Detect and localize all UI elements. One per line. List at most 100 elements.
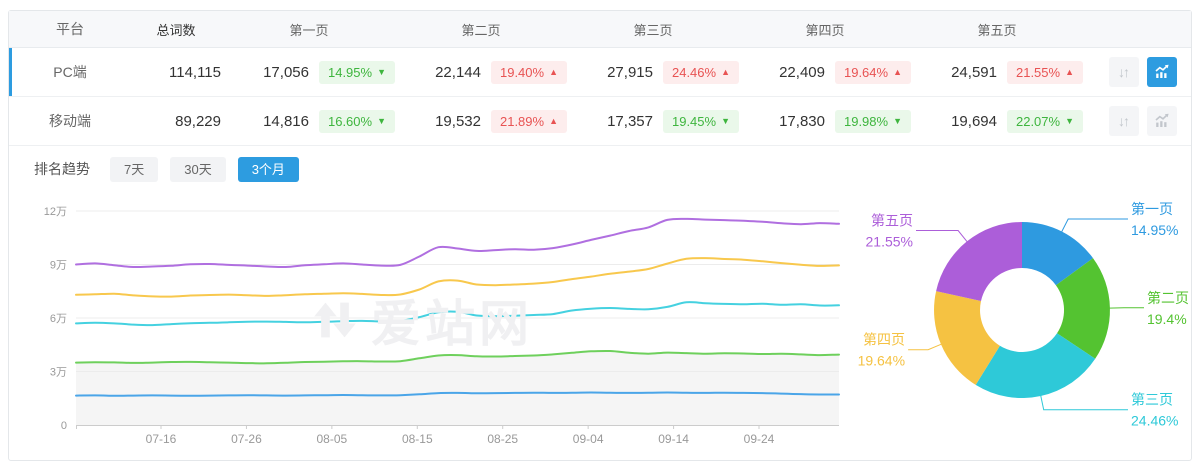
page-count: 22,144 <box>435 63 481 81</box>
col-header-platform: 平台 <box>56 21 84 37</box>
trend-arrow-icon: ▲ <box>893 66 902 77</box>
rank-trend-line-chart[interactable]: 0 3万 6万 9万 12万 07-16 07-26 08-05 08-15 08-25 09-04… <box>9 192 849 458</box>
trend-arrow-icon: ▲ <box>549 66 558 77</box>
change-pct: 24.46% <box>671 64 717 80</box>
sort-button[interactable]: ↓↑ <box>1109 106 1139 136</box>
svg-text:第二页: 第二页 <box>1147 290 1189 306</box>
change-pct: 19.40% <box>499 64 545 80</box>
tab-30days[interactable]: 30天 <box>170 156 226 182</box>
page-count: 27,915 <box>607 63 653 81</box>
col-header-total: 总词数 <box>156 22 196 38</box>
svg-text:6万: 6万 <box>50 313 67 325</box>
platform-label: 移动端 <box>49 113 91 129</box>
change-badge: 19.40% ▲ <box>490 60 567 84</box>
svg-text:08-05: 08-05 <box>317 432 348 446</box>
page5-cell: 19,694 22.07% ▼ <box>911 109 1083 133</box>
page-count: 19,532 <box>435 112 481 130</box>
page2-cell: 19,532 21.89% ▲ <box>395 109 567 133</box>
col-header-page1: 第一页 <box>289 22 329 38</box>
change-badge: 19.45% ▼ <box>662 109 739 133</box>
page1-cell: 14,816 16.60% ▼ <box>223 109 395 133</box>
page-count: 24,591 <box>951 63 997 81</box>
change-pct: 19.64% <box>843 64 889 80</box>
line-chart-icon <box>1155 113 1169 127</box>
trend-arrow-icon: ▼ <box>721 115 730 126</box>
page3-cell: 27,915 24.46% ▲ <box>567 60 739 84</box>
trend-arrow-icon: ▲ <box>721 66 730 77</box>
table-row-mobile[interactable]: 移动端 89,229 14,816 16.60% ▼ 19,532 21.89% ▲… <box>9 97 1191 146</box>
change-pct: 19.98% <box>843 113 889 129</box>
page1-cell: 17,056 14.95% ▼ <box>223 60 395 84</box>
svg-text:19.64%: 19.64% <box>858 353 905 369</box>
platform-label: PC端 <box>53 64 87 80</box>
change-pct: 16.60% <box>327 113 373 129</box>
trend-controls: 排名趋势 7天 30天 3个月 <box>9 146 1191 192</box>
tab-7days[interactable]: 7天 <box>110 156 159 182</box>
page-count: 14,816 <box>263 112 309 130</box>
trend-arrow-icon: ▼ <box>377 66 386 77</box>
table-row-pc[interactable]: PC端 114,115 17,056 14.95% ▼ 22,144 19.40%… <box>9 48 1191 97</box>
svg-text:24.46%: 24.46% <box>1131 413 1178 429</box>
page3-cell: 17,357 19.45% ▼ <box>567 109 739 133</box>
page5-cell: 24,591 21.55% ▲ <box>911 60 1083 84</box>
charts-section: 0 3万 6万 9万 12万 07-16 07-26 08-05 08-15 08-25 09-04… <box>9 192 1191 458</box>
trend-chart-button[interactable] <box>1147 57 1177 87</box>
page2-cell: 22,144 19.40% ▲ <box>395 60 567 84</box>
svg-text:3万: 3万 <box>50 367 67 379</box>
trend-arrow-icon: ▲ <box>1065 66 1074 77</box>
keyword-rank-panel: 平台 总词数 第一页 第二页 第三页 第四页 第五页 PC端 114,115 1… <box>8 10 1192 461</box>
page-count: 17,830 <box>779 112 825 130</box>
tab-3months[interactable]: 3个月 <box>237 156 299 182</box>
line-chart-icon <box>1155 64 1169 78</box>
change-badge: 14.95% ▼ <box>318 60 395 84</box>
svg-text:9万: 9万 <box>50 260 67 272</box>
sort-button[interactable]: ↓↑ <box>1109 57 1139 87</box>
change-badge: 21.55% ▲ <box>1006 60 1083 84</box>
col-header-page4: 第四页 <box>805 22 845 38</box>
change-badge: 19.98% ▼ <box>834 109 911 133</box>
change-badge: 19.64% ▲ <box>834 60 911 84</box>
change-pct: 21.55% <box>1015 64 1061 80</box>
svg-text:07-16: 07-16 <box>146 432 177 446</box>
page-count: 17,056 <box>263 63 309 81</box>
col-header-page2: 第二页 <box>461 22 501 38</box>
change-badge: 21.89% ▲ <box>490 109 567 133</box>
svg-text:第五页: 第五页 <box>871 212 913 228</box>
svg-text:19.4%: 19.4% <box>1147 311 1187 327</box>
page-share-donut-chart[interactable]: 第一页 14.95% 第二页 19.4% 第三页 24.46% 第四页 19.64% 第五页 21… <box>835 192 1191 458</box>
col-header-page5: 第五页 <box>977 22 1017 38</box>
change-badge: 16.60% ▼ <box>318 109 395 133</box>
total-words: 89,229 <box>175 112 221 130</box>
svg-text:第四页: 第四页 <box>863 332 905 348</box>
page-count: 17,357 <box>607 112 653 130</box>
trend-title: 排名趋势 <box>34 161 90 177</box>
change-badge: 24.46% ▲ <box>662 60 739 84</box>
total-words: 114,115 <box>169 63 221 81</box>
svg-text:12万: 12万 <box>44 206 67 218</box>
table-header: 平台 总词数 第一页 第二页 第三页 第四页 第五页 <box>9 11 1191 48</box>
svg-text:09-04: 09-04 <box>573 432 604 446</box>
trend-arrow-icon: ▼ <box>377 115 386 126</box>
page4-cell: 22,409 19.64% ▲ <box>739 60 911 84</box>
change-pct: 22.07% <box>1015 113 1061 129</box>
change-pct: 21.89% <box>499 113 545 129</box>
trend-arrow-icon: ▼ <box>893 115 902 126</box>
change-badge: 22.07% ▼ <box>1006 109 1083 133</box>
trend-arrow-icon: ▲ <box>549 115 558 126</box>
trend-arrow-icon: ▼ <box>1065 115 1074 126</box>
page-count: 19,694 <box>951 112 997 130</box>
svg-text:21.55%: 21.55% <box>866 233 913 249</box>
change-pct: 19.45% <box>671 113 717 129</box>
svg-text:07-26: 07-26 <box>231 432 262 446</box>
col-header-page3: 第三页 <box>633 22 673 38</box>
page4-cell: 17,830 19.98% ▼ <box>739 109 911 133</box>
svg-text:08-15: 08-15 <box>402 432 433 446</box>
svg-text:09-24: 09-24 <box>744 432 775 446</box>
svg-text:第一页: 第一页 <box>1131 201 1173 217</box>
svg-text:08-25: 08-25 <box>487 432 518 446</box>
svg-text:14.95%: 14.95% <box>1131 222 1178 238</box>
svg-text:0: 0 <box>61 420 67 432</box>
trend-chart-button[interactable] <box>1147 106 1177 136</box>
svg-text:09-14: 09-14 <box>658 432 689 446</box>
svg-text:第三页: 第三页 <box>1131 392 1173 408</box>
